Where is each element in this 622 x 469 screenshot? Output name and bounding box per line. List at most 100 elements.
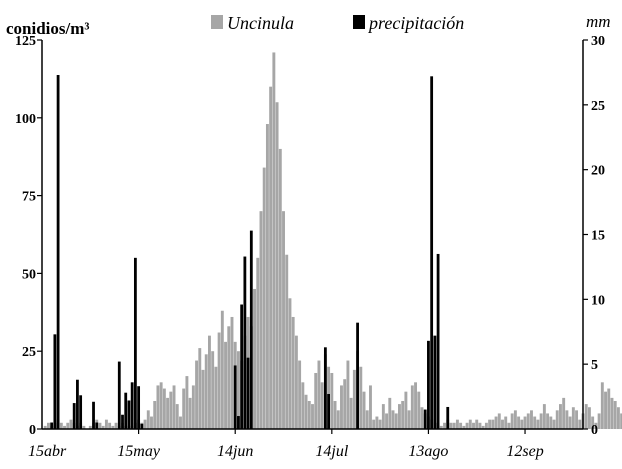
uncinula-bar <box>146 410 150 429</box>
uncinula-bar <box>407 410 411 429</box>
left-tick-label: 0 <box>29 423 36 438</box>
left-tick-label: 125 <box>15 34 36 49</box>
precipitacion-bar <box>240 304 244 429</box>
precipitacion-bar <box>127 400 131 429</box>
uncinula-bar <box>111 425 115 429</box>
legend: Uncinula precipitación <box>211 13 464 33</box>
uncinula-bar <box>404 391 408 429</box>
uncinula-bar <box>153 400 157 429</box>
uncinula-bar <box>465 422 469 429</box>
uncinula-bar <box>523 416 527 429</box>
uncinula-bar <box>294 335 298 429</box>
uncinula-bar <box>369 385 372 429</box>
uncinula-bar <box>340 385 343 429</box>
x-tick-label: 14jul <box>315 443 348 460</box>
uncinula-bar <box>610 397 614 429</box>
uncinula-bar <box>224 341 227 429</box>
uncinula-bar <box>375 416 379 429</box>
uncinula-bar <box>336 410 340 429</box>
uncinula-bar <box>388 397 392 429</box>
precipitacion-bar <box>56 75 60 429</box>
uncinula-bar <box>607 388 611 429</box>
uncinula-bar <box>391 410 395 429</box>
uncinula-bar <box>98 422 102 429</box>
uncinula-bar <box>275 102 279 430</box>
uncinula-bar <box>343 379 347 429</box>
right-tick-label: 25 <box>591 99 605 114</box>
uncinula-bar <box>501 419 504 429</box>
uncinula-bar <box>385 413 389 429</box>
uncinula-bar <box>227 326 231 429</box>
uncinula-bar <box>282 211 285 429</box>
uncinula-bar <box>304 394 308 429</box>
uncinula-bar <box>285 254 289 429</box>
uncinula-bar <box>230 316 234 429</box>
uncinula-bar <box>517 416 521 429</box>
uncinula-bar <box>372 419 376 429</box>
precipitacion-bar <box>436 253 440 429</box>
uncinula-bar <box>301 382 305 429</box>
uncinula-bar <box>330 372 334 429</box>
uncinula-bar <box>571 407 575 429</box>
uncinula-bar <box>314 372 318 429</box>
right-axis-label: mm <box>586 12 611 31</box>
precipitacion-bar <box>76 379 79 429</box>
uncinula-bar <box>513 410 517 429</box>
uncinula-bar <box>108 422 112 429</box>
uncinula-bar <box>320 382 324 429</box>
uncinula-bar <box>198 348 202 429</box>
uncinula-bar <box>562 397 566 429</box>
x-tick-label: 15may <box>117 443 161 460</box>
left-tick-label: 50 <box>22 267 36 282</box>
precipitacion-bar <box>95 422 99 429</box>
uncinula-bar <box>156 385 160 429</box>
uncinula-bar <box>208 335 211 429</box>
uncinula-bar <box>217 332 221 429</box>
uncinula-bar <box>417 391 421 429</box>
plot-area <box>43 52 622 430</box>
precipitacion-bar <box>117 361 121 429</box>
precipitacion-bar <box>130 382 134 429</box>
uncinula-bar <box>587 407 591 429</box>
uncinula-bar <box>604 391 607 429</box>
uncinula-bar <box>46 422 50 429</box>
uncinula-bar <box>481 425 485 429</box>
right-tick-label: 0 <box>591 423 598 438</box>
uncinula-bar <box>552 419 556 429</box>
precipitacion-bar <box>246 357 250 429</box>
uncinula-bar <box>546 413 550 429</box>
uncinula-bar <box>539 413 543 429</box>
uncinula-bar <box>150 416 153 429</box>
uncinula-bar <box>82 425 86 429</box>
uncinula-bar <box>220 310 224 429</box>
precipitacion-bar <box>124 392 128 429</box>
left-axis-label: conidios/m³ <box>6 19 90 38</box>
uncinula-bar <box>533 416 537 429</box>
uncinula-bar <box>507 422 511 429</box>
precipitacion-bar <box>140 423 144 429</box>
left-y-ticks: 0 25 50 75 100 125 <box>15 34 42 438</box>
uncinula-bar <box>101 425 105 429</box>
uncinula-bar <box>298 360 302 429</box>
uncinula-bar <box>504 416 508 429</box>
uncinula-bar <box>575 410 579 429</box>
uncinula-bar <box>488 419 492 429</box>
uncinula-bar <box>236 351 240 429</box>
precipitacion-bar <box>92 401 95 429</box>
uncinula-bar <box>278 148 282 430</box>
uncinula-bar <box>159 382 163 429</box>
legend-label-precipitacion: precipitación <box>367 13 464 33</box>
uncinula-bar <box>401 400 405 429</box>
uncinula-bar <box>143 419 147 429</box>
uncinula-bar <box>420 407 424 429</box>
x-tick-label: 14jun <box>217 443 253 460</box>
precipitacion-bar <box>53 334 57 429</box>
right-tick-label: 20 <box>591 164 605 179</box>
uncinula-bar <box>259 211 263 429</box>
legend-label-uncinula: Uncinula <box>227 13 294 33</box>
uncinula-bar <box>114 422 118 429</box>
uncinula-bar <box>530 410 533 429</box>
uncinula-bar <box>468 419 472 429</box>
uncinula-bar <box>311 404 314 429</box>
